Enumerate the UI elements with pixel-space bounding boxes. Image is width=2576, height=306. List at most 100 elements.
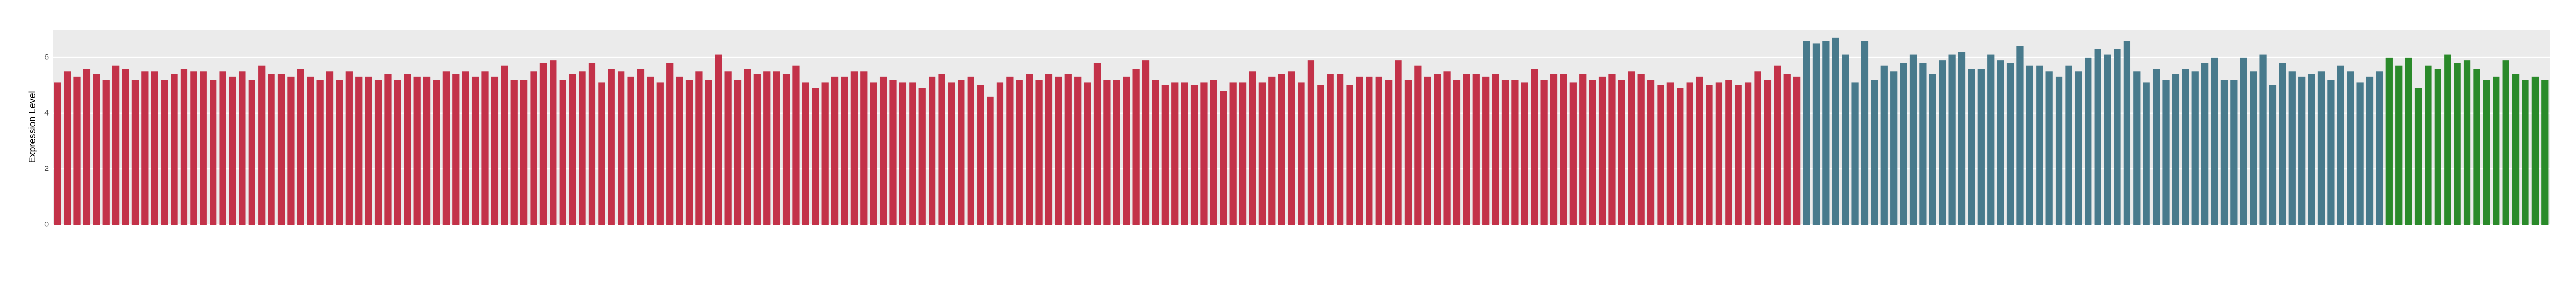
bar	[2444, 54, 2451, 225]
bar	[307, 77, 314, 225]
bar	[2016, 46, 2024, 225]
bar	[93, 74, 100, 225]
bar	[1812, 43, 1820, 225]
bar	[1531, 69, 1538, 225]
bar	[812, 88, 819, 225]
bar	[131, 80, 139, 225]
bar	[2133, 71, 2141, 225]
bar	[1113, 80, 1120, 225]
bar	[821, 82, 829, 225]
bar	[2308, 74, 2315, 225]
bar	[1190, 85, 1198, 225]
bar	[1385, 80, 1393, 225]
bar	[365, 77, 372, 225]
bar	[2298, 77, 2306, 225]
bar	[977, 85, 984, 225]
bar	[744, 69, 751, 225]
bar	[1628, 71, 1635, 225]
bar	[1220, 91, 1227, 225]
bar	[1404, 80, 1412, 225]
bar	[2104, 54, 2111, 225]
bar	[471, 77, 479, 225]
bar	[2075, 71, 2082, 225]
bar	[967, 77, 974, 225]
bar	[2473, 69, 2480, 225]
bar	[268, 74, 275, 225]
bar	[1093, 63, 1101, 225]
bar	[1706, 85, 1713, 225]
bar	[1287, 71, 1295, 225]
bar	[1298, 82, 1305, 225]
bar	[1598, 77, 1606, 225]
bar	[2269, 85, 2277, 225]
bar	[180, 69, 188, 225]
bar	[1861, 41, 1869, 225]
bar	[248, 80, 255, 225]
bar	[948, 82, 955, 225]
bar	[2065, 65, 2072, 225]
bar	[1560, 74, 1567, 225]
bar	[316, 80, 324, 225]
bar	[1569, 82, 1577, 225]
bar	[1463, 74, 1470, 225]
bar	[1268, 77, 1276, 225]
bar	[1589, 80, 1596, 225]
bar	[1696, 77, 1703, 225]
bar	[171, 74, 178, 225]
bar	[384, 74, 392, 225]
y-tick-label: 2	[44, 164, 49, 173]
bar	[2259, 54, 2267, 225]
bar	[1482, 77, 1490, 225]
bar	[1871, 80, 1878, 225]
bar	[1608, 74, 1616, 225]
bar	[909, 82, 916, 225]
bar	[452, 74, 460, 225]
bar	[1472, 74, 1480, 225]
bar	[1443, 71, 1451, 225]
bar	[1210, 80, 1217, 225]
y-axis-label: Expression Level	[27, 91, 37, 163]
bar	[54, 82, 61, 225]
y-tick-label: 4	[44, 108, 49, 117]
bar	[1327, 74, 1334, 225]
bar	[1851, 82, 1859, 225]
bar	[2026, 65, 2033, 225]
bar	[879, 77, 887, 225]
bar	[1434, 74, 1441, 225]
bar	[1803, 41, 1810, 225]
bar	[2317, 71, 2325, 225]
bar	[2123, 41, 2131, 225]
bar	[2220, 80, 2228, 225]
bar	[831, 77, 839, 225]
bar	[996, 82, 1004, 225]
bar	[2143, 82, 2150, 225]
bar	[1356, 77, 1363, 225]
bar	[1657, 85, 1664, 225]
bar	[676, 77, 683, 225]
bar	[695, 71, 703, 225]
bar	[627, 77, 634, 225]
bar	[918, 88, 926, 225]
y-tick-label: 6	[44, 53, 49, 61]
bar	[1735, 85, 1742, 225]
bar	[404, 74, 411, 225]
bar	[2463, 60, 2471, 225]
bar	[2191, 71, 2199, 225]
bar	[219, 71, 226, 225]
bar	[1152, 80, 1159, 225]
bar	[442, 71, 450, 225]
bar	[2201, 63, 2209, 225]
bar	[1832, 37, 1839, 225]
bar	[2279, 63, 2286, 225]
bar	[782, 74, 790, 225]
bar	[753, 74, 761, 225]
bar	[1890, 71, 1898, 225]
bar	[1929, 74, 1936, 225]
bar	[501, 65, 508, 225]
bar	[588, 63, 596, 225]
bar	[763, 71, 771, 225]
bar	[1395, 60, 1402, 225]
bar	[2045, 71, 2053, 225]
bar	[161, 80, 168, 225]
